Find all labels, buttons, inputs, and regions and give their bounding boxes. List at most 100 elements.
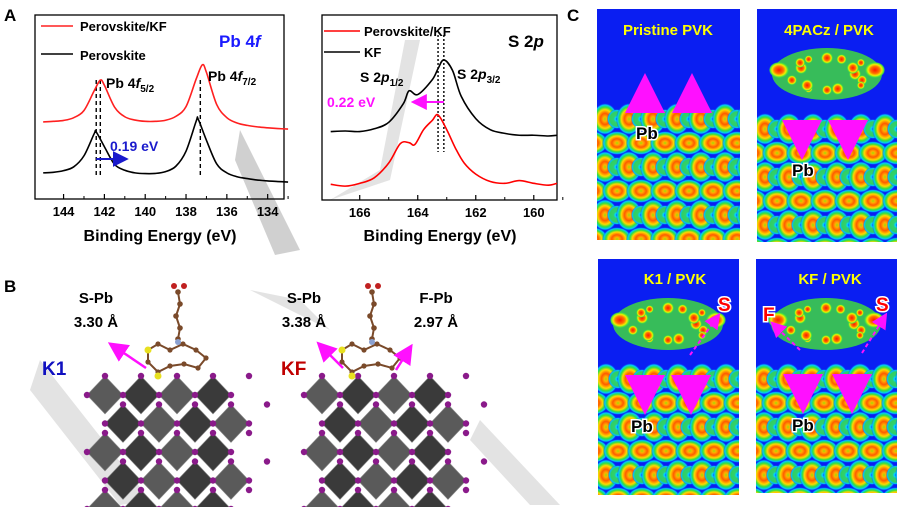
lead-density: [887, 215, 897, 235]
carbon-atom: [173, 313, 179, 319]
iodine-atom: [408, 458, 416, 465]
iodine-atom: [300, 391, 308, 399]
iodine-atom: [173, 477, 181, 484]
iodine-density: [882, 141, 897, 165]
x-tick-label: 134: [257, 204, 279, 219]
atom-density: [836, 54, 847, 65]
map-title: KF / PVK: [798, 271, 862, 288]
atom-density: [800, 329, 813, 342]
chart-title: S 2p: [508, 32, 544, 51]
map-title: Pristine PVK: [623, 22, 713, 39]
carbon-atom: [375, 361, 381, 367]
watermark: [30, 40, 560, 505]
iodine-atom: [191, 458, 199, 465]
panel-label-b: B: [4, 277, 16, 296]
series-group: [330, 59, 558, 187]
iodine-density: [788, 237, 814, 242]
iodine-atom: [354, 486, 362, 494]
iodine-density: [568, 199, 594, 231]
iodine-density: [650, 131, 680, 155]
pbi6-octahedron: [303, 432, 341, 472]
series-line-kf: [330, 59, 558, 137]
iodine-atom: [155, 391, 163, 399]
charge-arrow-dashed: [770, 321, 801, 351]
pbi6-octahedron: [357, 404, 395, 443]
peak-label-4f72: Pb 4f7/2: [208, 68, 257, 88]
iodine-atom: [173, 420, 181, 427]
atom-density: [821, 52, 833, 64]
iodine-atom: [408, 391, 416, 399]
pbi6-octahedron: [212, 404, 250, 443]
charge-arrow-dashed: [861, 312, 888, 354]
x-tick-label: 160: [523, 205, 545, 220]
pbi6-octahedron: [104, 461, 142, 500]
iodine-atom: [137, 429, 145, 437]
charge-map-4pacz: [757, 9, 897, 242]
pbi6-octahedron: [393, 404, 431, 443]
carbon-atom: [177, 325, 183, 331]
iodine-atom: [354, 477, 362, 484]
iodine-atom: [191, 401, 199, 408]
iodine-atom: [426, 372, 434, 380]
iodine-atom: [209, 486, 217, 494]
carbon-atom: [371, 325, 377, 331]
iodine-density: [699, 487, 729, 495]
pbi6-octahedron: [158, 375, 196, 415]
peak-label-2p32: S 2p3/2: [457, 66, 501, 86]
lead-density: [728, 417, 739, 437]
carbon-atom: [181, 361, 187, 367]
iodine-density: [674, 179, 704, 203]
shift-label: 0.22 eV: [327, 94, 376, 110]
iodine-density: [736, 155, 740, 179]
reference-lines: [437, 35, 445, 152]
iodine-density: [858, 189, 888, 213]
carbon-atom: [180, 341, 186, 347]
carbon-atom: [387, 347, 393, 353]
iodine-atom: [137, 420, 145, 427]
iodine-atom: [462, 477, 470, 484]
iodine-density: [811, 487, 837, 493]
charge-transfer-arrows: [625, 73, 888, 415]
iodine-atom: [137, 477, 145, 484]
iodine-atom: [390, 477, 398, 484]
atom-density: [645, 305, 654, 314]
x-tick-label: 144: [53, 204, 75, 219]
atom-density: [822, 85, 832, 95]
iodine-density: [569, 411, 595, 443]
chart-s2p: 166 164 162 160 Perovskite/KF KF S 2p S 2p1…: [321, 14, 564, 245]
iodine-density: [882, 189, 897, 213]
atom-density: [845, 311, 858, 324]
atom-density: [801, 79, 814, 92]
iodine-density: [884, 237, 897, 242]
iodine-density: [736, 107, 740, 131]
iodine-atom: [318, 477, 326, 484]
iodine-atom: [462, 372, 470, 380]
perovskite-lattice-kf: [300, 372, 488, 507]
pbi6-octahedron: [305, 489, 339, 507]
pbi6-octahedron: [429, 461, 467, 500]
iodine-atom: [426, 420, 434, 427]
charge-map-k1: [569, 259, 739, 495]
lead-density: [728, 465, 739, 485]
x-tick-label: 142: [94, 204, 116, 219]
iodine-atom: [263, 458, 271, 465]
carbon-atom: [349, 341, 355, 347]
panel-label-c: C: [567, 6, 579, 25]
pbi6-octahedron: [140, 404, 178, 443]
shift-label: 0.19 eV: [110, 138, 159, 154]
iodine-density: [675, 439, 705, 463]
carbon-atom: [374, 341, 380, 347]
pbi6-octahedron: [124, 489, 158, 507]
iodine-atom: [83, 448, 91, 456]
iodine-density: [603, 439, 633, 463]
iodine-atom: [372, 401, 380, 408]
x-tick-label: 164: [407, 205, 429, 220]
iodine-atom: [209, 372, 217, 380]
pbi6-octahedron: [86, 432, 124, 472]
x-tick-label: 138: [175, 204, 197, 219]
atom-label-pb: Pb: [636, 124, 658, 143]
sulfur-atom: [144, 346, 152, 354]
lead-density: [887, 167, 897, 187]
iodine-density: [675, 487, 705, 495]
series-line-perovskite: [43, 116, 289, 183]
